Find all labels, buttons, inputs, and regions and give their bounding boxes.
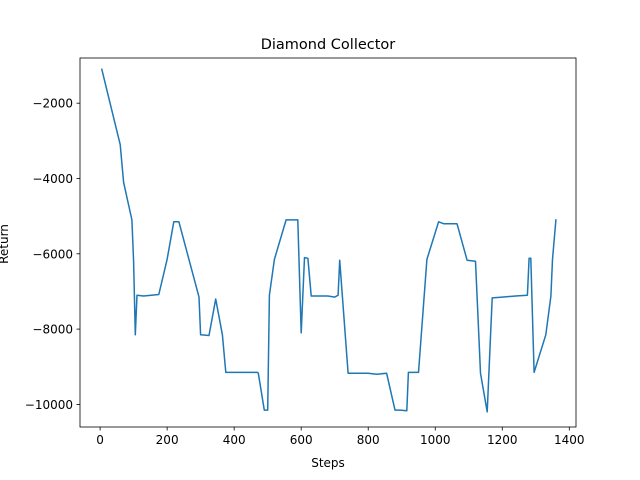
x-tick-label: 400 — [223, 433, 246, 447]
x-tick-label: 200 — [156, 433, 179, 447]
series-line-0 — [100, 68, 557, 413]
y-tick-label: −6000 — [32, 247, 73, 261]
y-tick-label: −8000 — [32, 323, 73, 337]
plot-frame — [79, 57, 577, 428]
y-tick-label: −10000 — [25, 398, 73, 412]
y-tick-label: −2000 — [32, 97, 73, 111]
x-tick-label: 0 — [96, 433, 104, 447]
x-tick-label: 1000 — [420, 433, 451, 447]
y-axis-label: Return — [0, 224, 11, 264]
x-tick-label: 1400 — [554, 433, 585, 447]
chart-title: Diamond Collector — [261, 37, 396, 53]
x-tick-label: 800 — [357, 433, 380, 447]
y-tick-label: −4000 — [32, 172, 73, 186]
x-tick-label: 1200 — [487, 433, 518, 447]
x-tick-label: 600 — [290, 433, 313, 447]
x-axis-label: Steps — [311, 456, 345, 470]
